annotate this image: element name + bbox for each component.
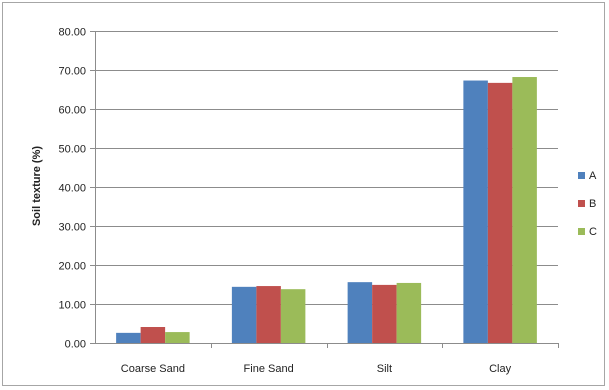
x-tick-labels: Coarse Sand Fine Sand Silt Clay bbox=[121, 363, 512, 375]
y-tick-label: 60.00 bbox=[58, 105, 86, 117]
legend-swatch-A bbox=[578, 172, 585, 179]
y-tick-label: 40.00 bbox=[58, 183, 86, 195]
legend-swatch-B bbox=[578, 200, 585, 207]
bar-A-silt bbox=[347, 282, 373, 343]
bar-C-silt bbox=[396, 282, 422, 343]
y-tick-label: 80.00 bbox=[58, 27, 86, 39]
x-tick-label: Silt bbox=[377, 363, 392, 375]
y-tick-label: 50.00 bbox=[58, 144, 86, 156]
y-tick-labels: 0.00 10.00 20.00 30.00 40.00 50.00 60.00 70.00 8… bbox=[58, 27, 86, 351]
bar-B-silt bbox=[372, 284, 397, 343]
x-tick-label: Fine Sand bbox=[244, 363, 294, 375]
legend-label-A: A bbox=[589, 170, 597, 182]
y-tick-label: 30.00 bbox=[58, 222, 86, 234]
bar-A-fine-sand bbox=[231, 286, 257, 343]
bar-A-clay bbox=[463, 80, 488, 343]
bar-C-clay bbox=[512, 77, 537, 344]
legend-label-C: C bbox=[589, 226, 597, 238]
y-tick-label: 0.00 bbox=[65, 339, 86, 351]
y-tick-label: 70.00 bbox=[58, 66, 86, 78]
y-axis-title: Soil texture (%) bbox=[31, 146, 43, 226]
bar-C-fine-sand bbox=[280, 289, 306, 343]
bar-B-fine-sand bbox=[256, 286, 281, 343]
bar-A-coarse-sand bbox=[116, 332, 141, 343]
bars bbox=[116, 77, 537, 344]
x-tick-label: Coarse Sand bbox=[121, 363, 185, 375]
legend-label-B: B bbox=[589, 198, 596, 210]
y-tick-label: 10.00 bbox=[58, 300, 86, 312]
bar-B-clay bbox=[487, 82, 513, 344]
x-tick-label: Clay bbox=[489, 363, 512, 375]
bar-B-coarse-sand bbox=[140, 327, 166, 343]
legend-swatch-C bbox=[578, 228, 585, 235]
legend: A B C bbox=[578, 170, 597, 238]
axes bbox=[90, 31, 559, 348]
bar-C-coarse-sand bbox=[165, 332, 190, 343]
y-tick-label: 20.00 bbox=[58, 261, 86, 273]
